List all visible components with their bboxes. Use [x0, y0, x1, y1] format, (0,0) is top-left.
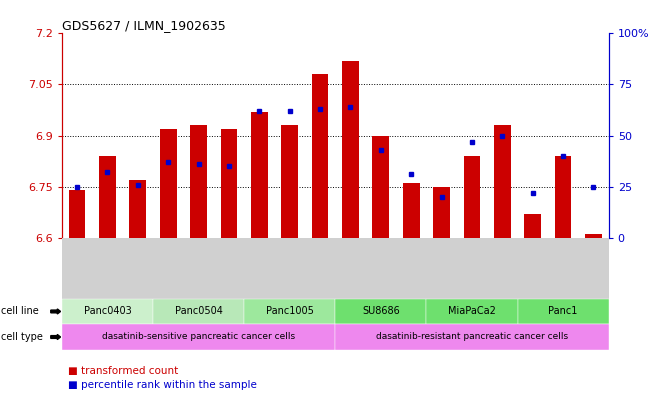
Bar: [251, 112, 268, 238]
Text: Panc1: Panc1: [548, 307, 578, 316]
Text: ■ transformed count: ■ transformed count: [68, 366, 178, 376]
Bar: [555, 156, 572, 238]
Bar: [494, 125, 510, 238]
Text: SU8686: SU8686: [362, 307, 400, 316]
Bar: [221, 129, 237, 238]
Text: MiaPaCa2: MiaPaCa2: [448, 307, 496, 316]
Bar: [190, 125, 207, 238]
Bar: [159, 129, 176, 238]
Text: dasatinib-sensitive pancreatic cancer cells: dasatinib-sensitive pancreatic cancer ce…: [102, 332, 295, 342]
Bar: [281, 125, 298, 238]
Text: Panc0403: Panc0403: [83, 307, 132, 316]
Bar: [130, 180, 146, 238]
Bar: [585, 234, 602, 238]
Bar: [403, 183, 419, 238]
Bar: [434, 187, 450, 238]
Text: ■ percentile rank within the sample: ■ percentile rank within the sample: [68, 380, 257, 390]
Text: cell type: cell type: [1, 332, 42, 342]
Text: cell line: cell line: [1, 307, 38, 316]
Text: dasatinib-resistant pancreatic cancer cells: dasatinib-resistant pancreatic cancer ce…: [376, 332, 568, 342]
Bar: [525, 214, 541, 238]
Bar: [69, 190, 85, 238]
Bar: [99, 156, 116, 238]
Bar: [312, 74, 329, 238]
Text: Panc1005: Panc1005: [266, 307, 314, 316]
Bar: [464, 156, 480, 238]
Text: Panc0504: Panc0504: [174, 307, 223, 316]
Bar: [342, 61, 359, 238]
Bar: [372, 136, 389, 238]
Text: GDS5627 / ILMN_1902635: GDS5627 / ILMN_1902635: [62, 19, 226, 32]
